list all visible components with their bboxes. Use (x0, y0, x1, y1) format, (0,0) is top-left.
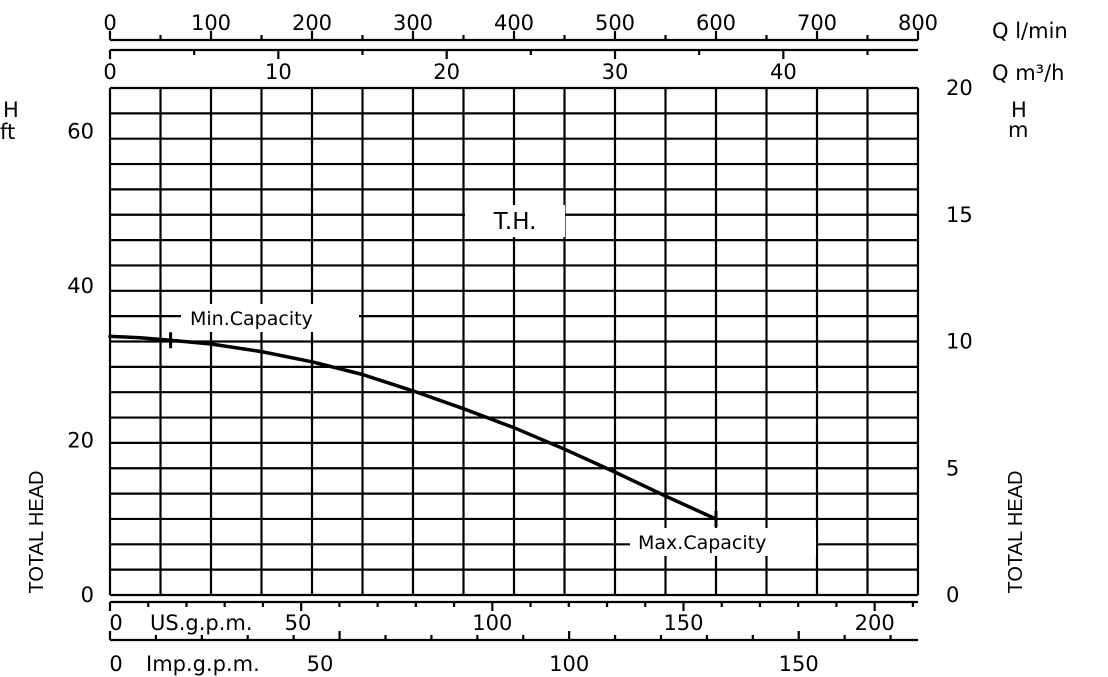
right-m-tick-1: 5 (946, 456, 959, 480)
top-m3h-unit-label: Q m³/h (992, 61, 1064, 85)
left-ft-tick-1: 20 (67, 428, 94, 452)
left-ft-tick-2: 40 (67, 274, 94, 298)
left-ft-tick-labels: 0 20 40 60 (67, 119, 94, 607)
right-m-tick-3: 15 (946, 203, 973, 227)
left-ft-unit-bottom: ft (0, 120, 15, 144)
bottom-impgpm-tick-3: 150 (779, 652, 819, 676)
bottom-impgpm-tick-1: 50 (307, 652, 334, 676)
bottom-usgpm-tick-labels: 0 50 100 150 200 (109, 611, 894, 635)
top-lmin-tick-6: 600 (696, 11, 736, 35)
top-lmin-tick-5: 500 (595, 11, 635, 35)
right-m-unit-bottom: m (1008, 118, 1028, 142)
series-total-head-label: T.H. (493, 209, 537, 235)
right-m-tick-0: 0 (946, 583, 959, 607)
top-m3h-tick-0: 0 (103, 60, 116, 84)
bottom-impgpm-tick-2: 100 (549, 652, 589, 676)
right-m-tick-2: 10 (946, 330, 973, 354)
min-capacity-label-bg (181, 304, 359, 332)
top-lmin-tick-7: 700 (797, 11, 837, 35)
top-lmin-tick-3: 300 (393, 11, 433, 35)
right-m-tick-4: 20 (946, 76, 973, 100)
top-m3h-tick-1: 10 (265, 60, 292, 84)
top-lmin-tick-1: 100 (191, 11, 231, 35)
left-ft-tick-3: 60 (67, 119, 94, 143)
top-lmin-tick-4: 400 (494, 11, 534, 35)
left-ft-tick-0: 0 (81, 583, 94, 607)
max-capacity-label-bg (630, 528, 816, 556)
axis-lines (108, 31, 920, 642)
th-label-bg (465, 205, 565, 237)
top-lmin-unit-label: Q l/min (992, 19, 1068, 43)
left-axis-title: TOTAL HEAD (26, 471, 48, 594)
bottom-usgpm-unit-label: US.g.p.m. (150, 611, 253, 635)
top-m3h-tick-3: 30 (602, 60, 629, 84)
top-m3h-tick-4: 40 (770, 60, 797, 84)
bottom-impgpm-tick-labels: 0 50 100 150 (109, 652, 818, 676)
right-m-unit-top: H (1011, 98, 1027, 122)
right-m-tick-labels: 0 5 10 15 20 (946, 76, 973, 607)
bottom-usgpm-tick-0: 0 (109, 611, 122, 635)
top-m3h-tick-2: 20 (433, 60, 460, 84)
grid-lines (108, 86, 920, 597)
bottom-impgpm-unit-label: Imp.g.p.m. (146, 652, 260, 676)
max-capacity-label: Max.Capacity (638, 532, 766, 554)
top-m3h-tick-labels: 0 10 20 30 40 (103, 60, 796, 84)
min-capacity-label: Min.Capacity (190, 308, 313, 330)
top-lmin-tick-0: 0 (103, 11, 116, 35)
bottom-usgpm-tick-1: 50 (285, 611, 312, 635)
series-total-head-line (108, 334, 718, 521)
bottom-usgpm-tick-4: 200 (855, 611, 895, 635)
top-lmin-tick-2: 200 (292, 11, 332, 35)
bottom-usgpm-tick-2: 100 (472, 611, 512, 635)
top-lmin-tick-8: 800 (898, 11, 938, 35)
right-axis-title: TOTAL HEAD (1005, 471, 1027, 594)
bottom-usgpm-tick-3: 150 (663, 611, 703, 635)
top-lmin-tick-labels: 0 100 200 300 400 500 600 700 800 (103, 11, 938, 35)
bottom-impgpm-tick-0: 0 (109, 652, 122, 676)
left-ft-unit-top: H (3, 98, 19, 122)
